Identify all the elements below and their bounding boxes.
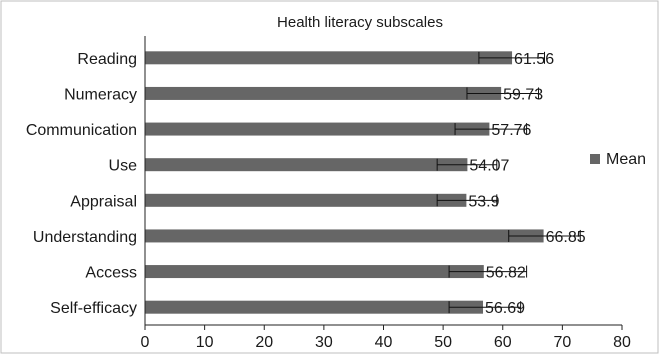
bar	[145, 158, 468, 172]
category-labels-layer: Reading Numeracy Communication Use Appraisal…	[26, 51, 137, 317]
legend-label: Mean	[606, 151, 646, 168]
value-label: 54.07	[469, 158, 509, 175]
value-label: 57.76	[491, 122, 531, 139]
error-bars-layer	[436, 51, 581, 314]
x-tick-label: 60	[494, 334, 512, 351]
bar	[145, 86, 502, 100]
bar	[145, 122, 490, 136]
value-label: 61.56	[514, 51, 554, 68]
category-label: Numeracy	[64, 86, 137, 103]
category-label: Access	[85, 265, 137, 282]
bar	[145, 265, 484, 279]
x-tick-label: 80	[613, 334, 631, 351]
x-tick-label: 10	[196, 334, 214, 351]
legend-swatch	[590, 154, 600, 164]
value-label: 56.82	[486, 265, 526, 282]
x-tick-label: 20	[255, 334, 273, 351]
value-labels-layer: 61.56 59.73 57.76 54.07 53.9 66.85 56.82 56.69	[468, 51, 585, 317]
bar	[145, 193, 467, 207]
value-label: 53.9	[468, 193, 499, 210]
category-label: Understanding	[33, 229, 137, 246]
chart-title: Health literacy subscales	[277, 14, 443, 31]
value-label: 59.73	[503, 86, 543, 103]
category-label: Reading	[77, 51, 137, 68]
category-label: Self-efficacy	[50, 300, 137, 317]
x-tick-label: 40	[375, 334, 393, 351]
category-label: Use	[109, 158, 138, 175]
legend: Mean	[590, 151, 646, 168]
x-axis: 0 10 20 30 40 50 60 70 80	[141, 36, 631, 351]
bar	[145, 229, 544, 243]
bar	[145, 51, 513, 65]
value-label: 56.69	[485, 300, 525, 317]
bars-layer	[145, 51, 544, 314]
category-label: Communication	[26, 122, 137, 139]
x-tick-label: 50	[434, 334, 452, 351]
value-label: 66.85	[546, 229, 586, 246]
bar	[145, 300, 484, 314]
category-label: Appraisal	[70, 193, 137, 210]
x-tick-label: 70	[553, 334, 571, 351]
x-tick-label: 30	[315, 334, 333, 351]
x-tick-label: 0	[141, 334, 150, 351]
